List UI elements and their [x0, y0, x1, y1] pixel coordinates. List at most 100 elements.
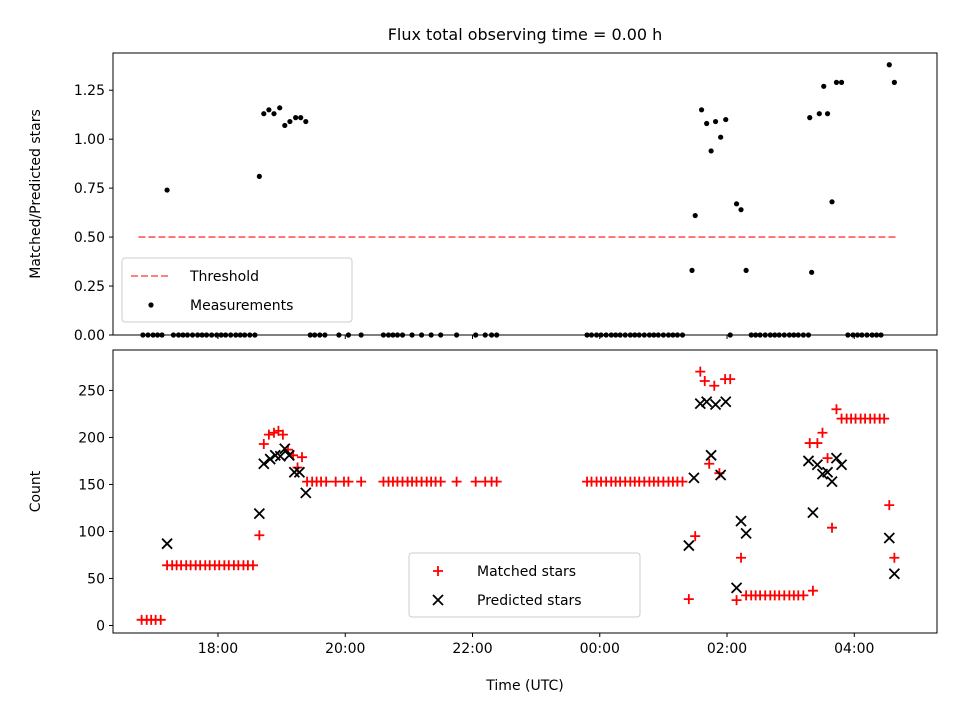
- data-point: [300, 487, 312, 499]
- x-tick-label: 18:00: [198, 641, 238, 657]
- data-point: [888, 568, 901, 580]
- data-point: [822, 453, 833, 464]
- data-point: [150, 332, 156, 338]
- legend-box: [121, 257, 353, 323]
- data-point: [253, 507, 265, 520]
- data-point: [287, 118, 293, 125]
- data-point: [613, 332, 619, 338]
- y-tick-label: 200: [78, 430, 105, 446]
- data-point: [254, 530, 265, 541]
- data-point: [772, 332, 778, 338]
- data-point: [603, 332, 609, 338]
- y-tick-label: 1.00: [74, 132, 105, 148]
- data-point: [380, 332, 387, 338]
- data-point: [161, 538, 173, 550]
- data-point: [699, 376, 710, 387]
- data-point: [394, 332, 401, 338]
- data-point: [807, 115, 813, 121]
- data-point: [833, 79, 840, 85]
- data-point: [358, 332, 364, 338]
- data-point: [670, 332, 676, 338]
- data-point: [683, 594, 694, 605]
- data-point: [322, 332, 328, 338]
- data-point: [491, 476, 502, 487]
- x-axis-label: Time (UTC): [485, 678, 563, 694]
- data-point: [723, 116, 729, 123]
- data-point: [288, 466, 300, 478]
- data-point: [214, 332, 220, 338]
- data-point: [636, 332, 642, 338]
- data-point: [786, 332, 792, 338]
- data-point: [438, 332, 444, 338]
- data-point: [679, 332, 686, 338]
- data-point: [617, 332, 623, 338]
- data-point: [740, 527, 752, 539]
- data-point: [886, 62, 892, 68]
- data-point: [816, 111, 822, 117]
- data-point: [641, 332, 647, 338]
- data-point: [701, 396, 713, 408]
- data-point: [883, 532, 895, 544]
- legend: Matched stars Predicted stars: [408, 552, 641, 618]
- data-point: [203, 332, 210, 338]
- data-point: [838, 79, 845, 85]
- y-tick-label: 0.75: [74, 181, 105, 197]
- data-point: [258, 458, 270, 470]
- series-matched-stars: [136, 366, 900, 625]
- data-point: [781, 332, 787, 338]
- data-point: [864, 332, 870, 338]
- data-point: [140, 332, 146, 338]
- data-point: [247, 560, 258, 571]
- data-point: [705, 449, 717, 461]
- data-point: [435, 476, 446, 487]
- data-point: [428, 332, 434, 338]
- data-point: [271, 111, 277, 117]
- data-point: [632, 332, 638, 338]
- data-point: [223, 332, 229, 338]
- data-point: [736, 552, 747, 563]
- data-point: [247, 332, 253, 338]
- data-point: [798, 590, 809, 601]
- legend-label: Predicted stars: [477, 593, 582, 609]
- data-point: [733, 201, 740, 207]
- ratio-panel: 0.00 0.25 0.50 0.75 1.00 1.25 Matched/Predicte…: [28, 52, 938, 344]
- data-point: [268, 427, 279, 438]
- data-point: [889, 552, 900, 563]
- data-point: [345, 332, 352, 338]
- data-point: [409, 332, 415, 338]
- data-point: [274, 450, 286, 462]
- data-point: [336, 332, 342, 338]
- data-point: [264, 453, 276, 465]
- data-point: [720, 396, 732, 408]
- data-point: [805, 332, 812, 338]
- data-point: [470, 476, 481, 487]
- legend-box: [408, 552, 641, 618]
- data-point: [321, 476, 332, 487]
- data-point: [811, 459, 824, 471]
- legend-matched-swatch: [433, 566, 443, 576]
- data-point: [677, 476, 688, 487]
- data-point: [831, 404, 842, 415]
- data-point: [674, 332, 680, 338]
- data-point: [879, 413, 890, 424]
- data-point: [256, 173, 262, 179]
- data-point: [584, 332, 590, 338]
- x-tick-label: 04:00: [834, 641, 874, 657]
- data-point: [390, 332, 396, 338]
- data-point: [453, 332, 460, 338]
- legend-measurements-swatch: [148, 302, 154, 308]
- data-point: [694, 397, 706, 410]
- data-point: [748, 332, 754, 338]
- data-point: [627, 332, 633, 338]
- data-point: [228, 332, 234, 338]
- data-point: [830, 452, 843, 464]
- data-point: [725, 374, 736, 385]
- data-point: [218, 332, 224, 338]
- data-point: [795, 332, 801, 338]
- data-point: [715, 469, 727, 481]
- data-point: [655, 332, 661, 338]
- data-point: [776, 332, 782, 338]
- data-point: [385, 332, 392, 338]
- data-point: [588, 332, 595, 338]
